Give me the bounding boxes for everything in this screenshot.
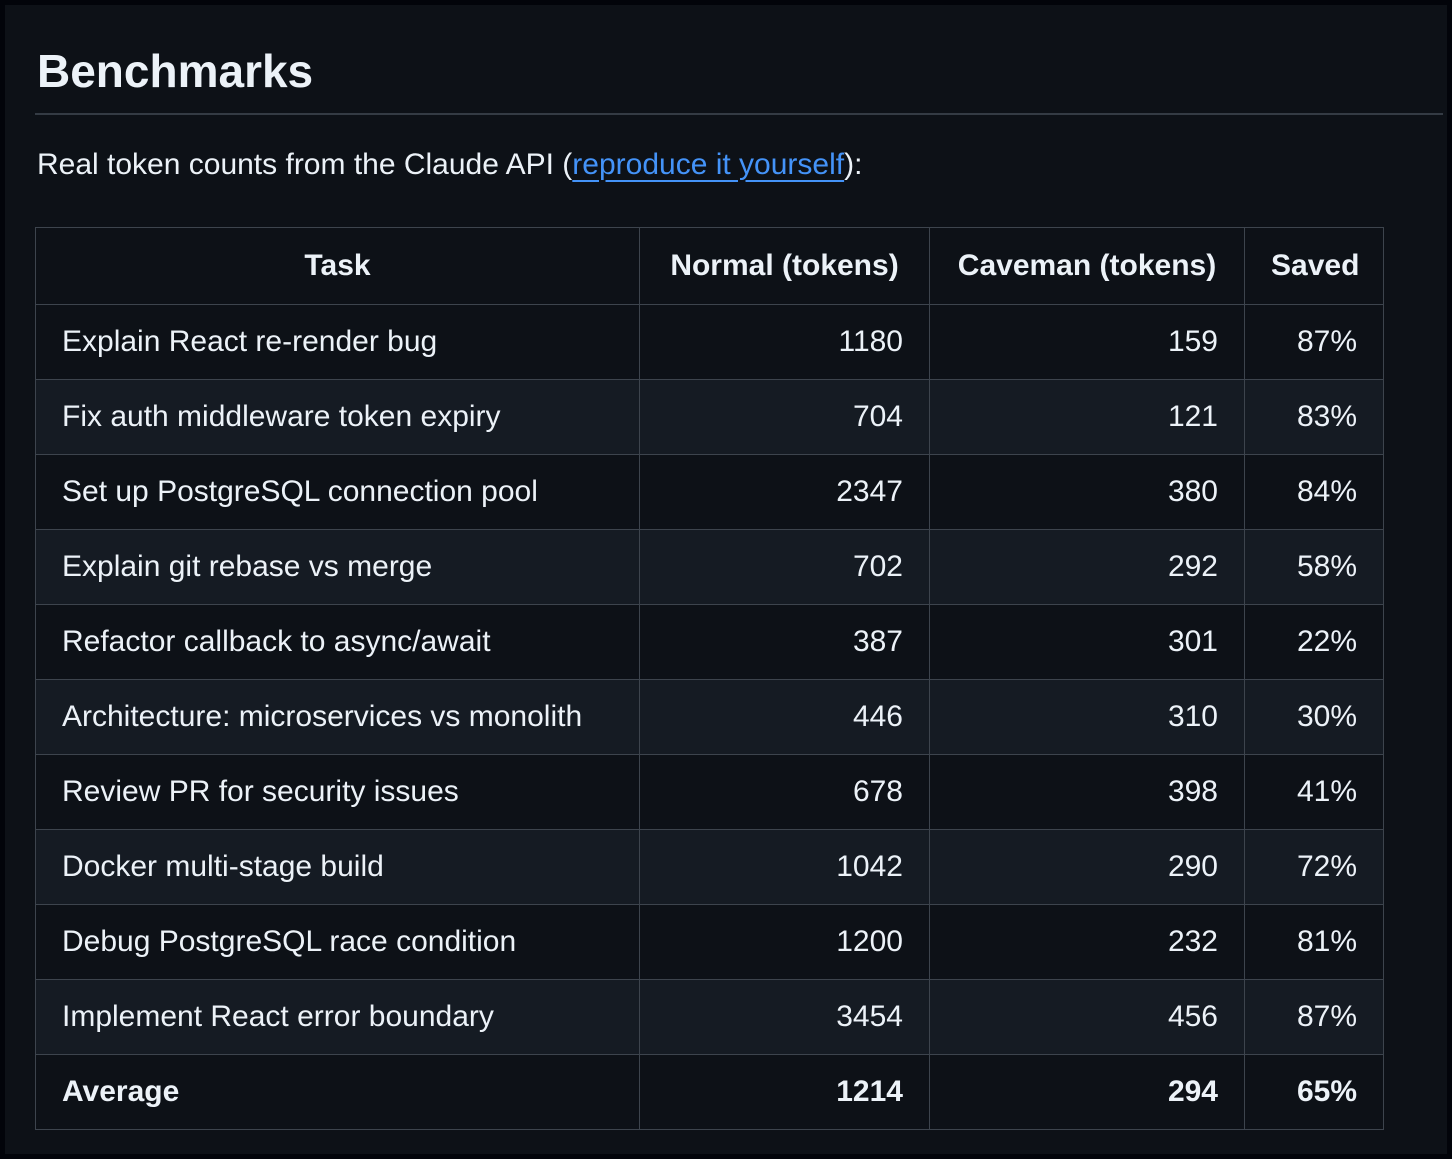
normal-cell: 678 [639, 753, 930, 830]
table-row: Docker multi-stage build 1042 290 72% [35, 828, 1384, 905]
caveman-cell: 380 [929, 453, 1245, 530]
column-header-saved: Saved [1244, 226, 1384, 305]
task-cell: Debug PostgreSQL race condition [35, 903, 640, 980]
saved-cell: 87% [1244, 303, 1384, 380]
normal-cell: 3454 [639, 978, 930, 1055]
saved-cell: 81% [1244, 903, 1384, 980]
intro-paragraph: Real token counts from the Claude API (r… [37, 143, 1443, 187]
task-cell: Review PR for security issues [35, 753, 640, 830]
caveman-cell: 292 [929, 528, 1245, 605]
saved-cell: 41% [1244, 753, 1384, 830]
table-footer: Average 1214 294 65% [35, 1053, 1384, 1130]
normal-cell: 387 [639, 603, 930, 680]
caveman-cell: 301 [929, 603, 1245, 680]
average-normal-value: 1214 [639, 1053, 930, 1130]
table-header-row: Task Normal (tokens) Caveman (tokens) Sa… [35, 226, 1384, 305]
page: Benchmarks Real token counts from the Cl… [5, 5, 1447, 1154]
caveman-cell: 398 [929, 753, 1245, 830]
table-row: Set up PostgreSQL connection pool 2347 3… [35, 453, 1384, 530]
saved-cell: 72% [1244, 828, 1384, 905]
average-saved-value: 65% [1244, 1053, 1384, 1130]
table-row: Refactor callback to async/await 387 301… [35, 603, 1384, 680]
column-header-caveman: Caveman (tokens) [929, 226, 1245, 305]
average-caveman-value: 294 [929, 1053, 1245, 1130]
task-cell: Implement React error boundary [35, 978, 640, 1055]
caveman-cell: 232 [929, 903, 1245, 980]
normal-cell: 1200 [639, 903, 930, 980]
saved-cell: 22% [1244, 603, 1384, 680]
task-cell: Docker multi-stage build [35, 828, 640, 905]
saved-cell: 84% [1244, 453, 1384, 530]
table-row: Explain React re-render bug 1180 159 87% [35, 303, 1384, 380]
caveman-cell: 159 [929, 303, 1245, 380]
table-row: Review PR for security issues 678 398 41… [35, 753, 1384, 830]
normal-cell: 446 [639, 678, 930, 755]
benchmarks-table: Task Normal (tokens) Caveman (tokens) Sa… [35, 226, 1384, 1130]
intro-text-before: Real token counts from the Claude API ( [37, 147, 573, 181]
task-cell: Refactor callback to async/await [35, 603, 640, 680]
task-cell: Architecture: microservices vs monolith [35, 678, 640, 755]
average-label: Average [35, 1053, 640, 1130]
task-cell: Explain git rebase vs merge [35, 528, 640, 605]
saved-cell: 83% [1244, 378, 1384, 455]
task-cell: Fix auth middleware token expiry [35, 378, 640, 455]
normal-cell: 702 [639, 528, 930, 605]
saved-cell: 58% [1244, 528, 1384, 605]
normal-cell: 1180 [639, 303, 930, 380]
task-cell: Set up PostgreSQL connection pool [35, 453, 640, 530]
reproduce-link[interactable]: reproduce it yourself [572, 147, 845, 181]
caveman-cell: 121 [929, 378, 1245, 455]
table-row: Explain git rebase vs merge 702 292 58% [35, 528, 1384, 605]
caveman-cell: 310 [929, 678, 1245, 755]
normal-cell: 1042 [639, 828, 930, 905]
table-header: Task Normal (tokens) Caveman (tokens) Sa… [35, 226, 1384, 305]
task-cell: Explain React re-render bug [35, 303, 640, 380]
saved-cell: 87% [1244, 978, 1384, 1055]
caveman-cell: 290 [929, 828, 1245, 905]
normal-cell: 2347 [639, 453, 930, 530]
column-header-task: Task [35, 226, 640, 305]
saved-cell: 30% [1244, 678, 1384, 755]
normal-cell: 704 [639, 378, 930, 455]
table-body: Explain React re-render bug 1180 159 87%… [35, 303, 1384, 1055]
table-row: Fix auth middleware token expiry 704 121… [35, 378, 1384, 455]
table-row: Implement React error boundary 3454 456 … [35, 978, 1384, 1055]
average-row: Average 1214 294 65% [35, 1053, 1384, 1130]
page-title: Benchmarks [35, 5, 1443, 115]
intro-text-after: ): [844, 147, 863, 181]
table-row: Architecture: microservices vs monolith … [35, 678, 1384, 755]
caveman-cell: 456 [929, 978, 1245, 1055]
table-row: Debug PostgreSQL race condition 1200 232… [35, 903, 1384, 980]
column-header-normal: Normal (tokens) [639, 226, 930, 305]
